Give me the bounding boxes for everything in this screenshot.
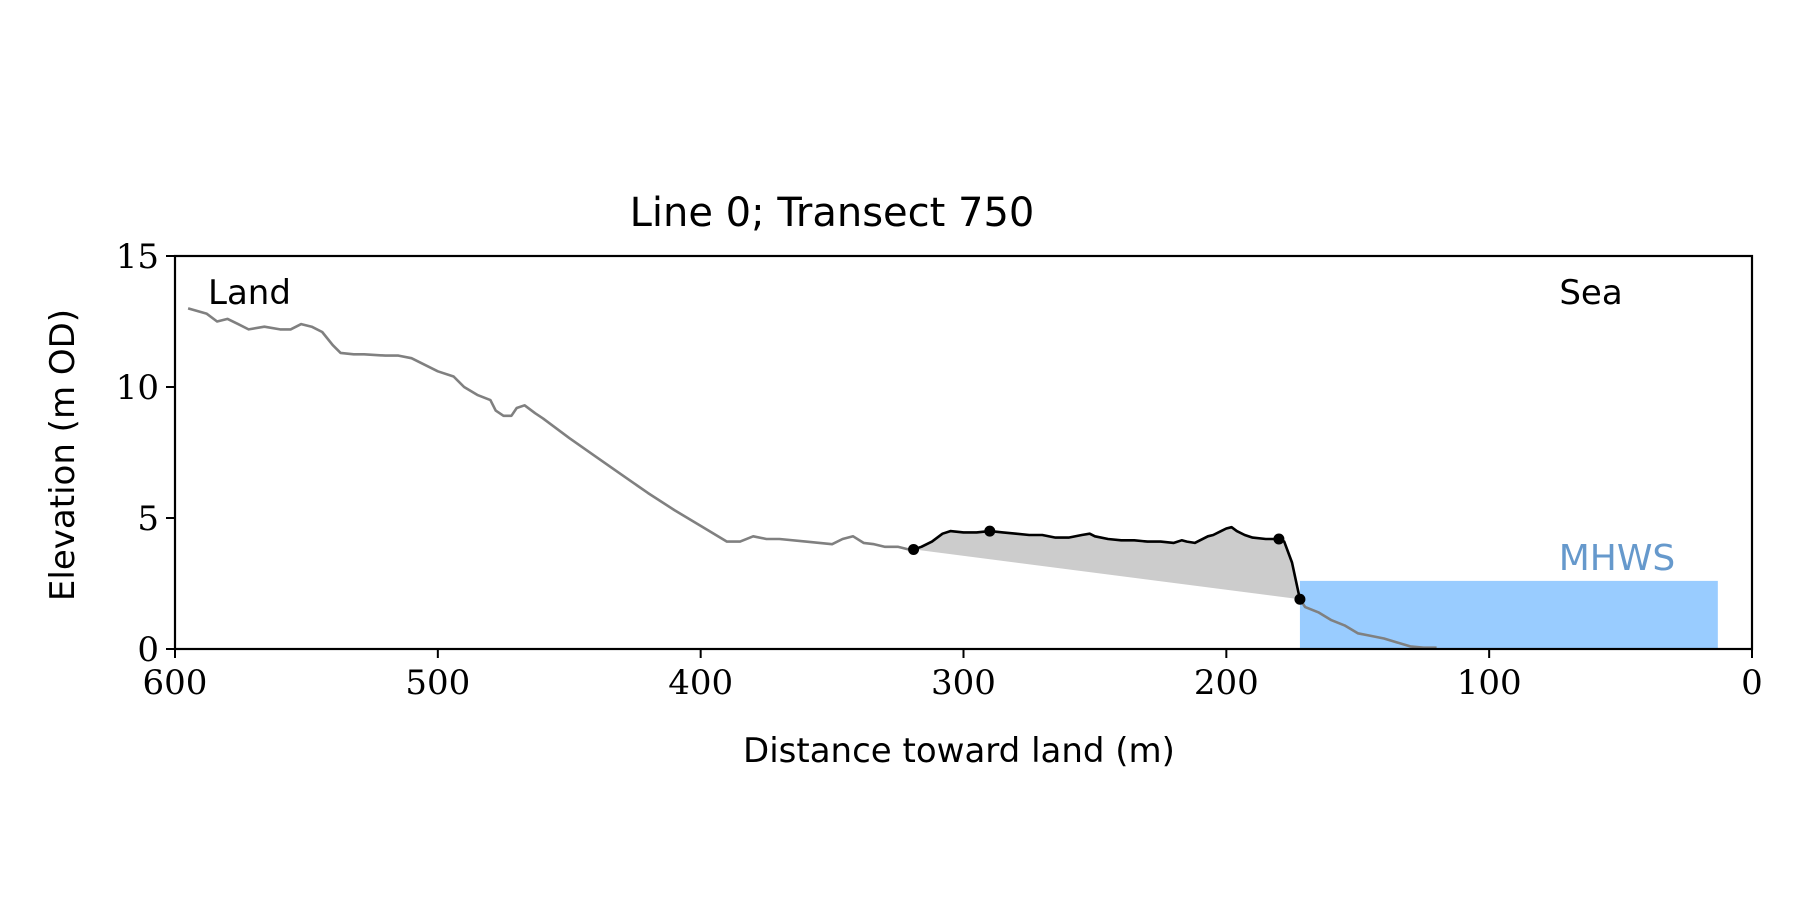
- profile-line-lower: [1298, 598, 1437, 650]
- profile-point: [1273, 533, 1285, 545]
- x-tick-label: 400: [668, 663, 733, 703]
- profile-point: [984, 525, 996, 537]
- x-tick-label: 200: [1194, 663, 1259, 703]
- x-tick-label: 500: [405, 663, 470, 703]
- y-tick-label: 15: [116, 237, 159, 277]
- y-tick-label: 0: [137, 630, 159, 670]
- mhws-band: [1299, 580, 1718, 649]
- erosion-fill: [913, 527, 1300, 600]
- y-axis-label: Elevation (m OD): [43, 309, 83, 601]
- sea-label: Sea: [1559, 273, 1622, 313]
- land-label: Land: [208, 273, 291, 313]
- x-tick-label: 0: [1741, 663, 1763, 703]
- profile-line: [187, 307, 909, 551]
- profile-point: [908, 543, 920, 555]
- x-tick-label: 300: [931, 663, 996, 703]
- mhws-label: MHWS: [1559, 538, 1676, 579]
- y-tick-label: 5: [137, 499, 159, 539]
- chart-title: Line 0; Transect 750: [630, 190, 1035, 236]
- profile-point: [1294, 593, 1306, 605]
- x-tick-label: 600: [143, 663, 208, 703]
- x-tick-label: 100: [1457, 663, 1522, 703]
- y-tick-label: 10: [116, 368, 159, 408]
- x-axis-label: Distance toward land (m): [743, 731, 1175, 771]
